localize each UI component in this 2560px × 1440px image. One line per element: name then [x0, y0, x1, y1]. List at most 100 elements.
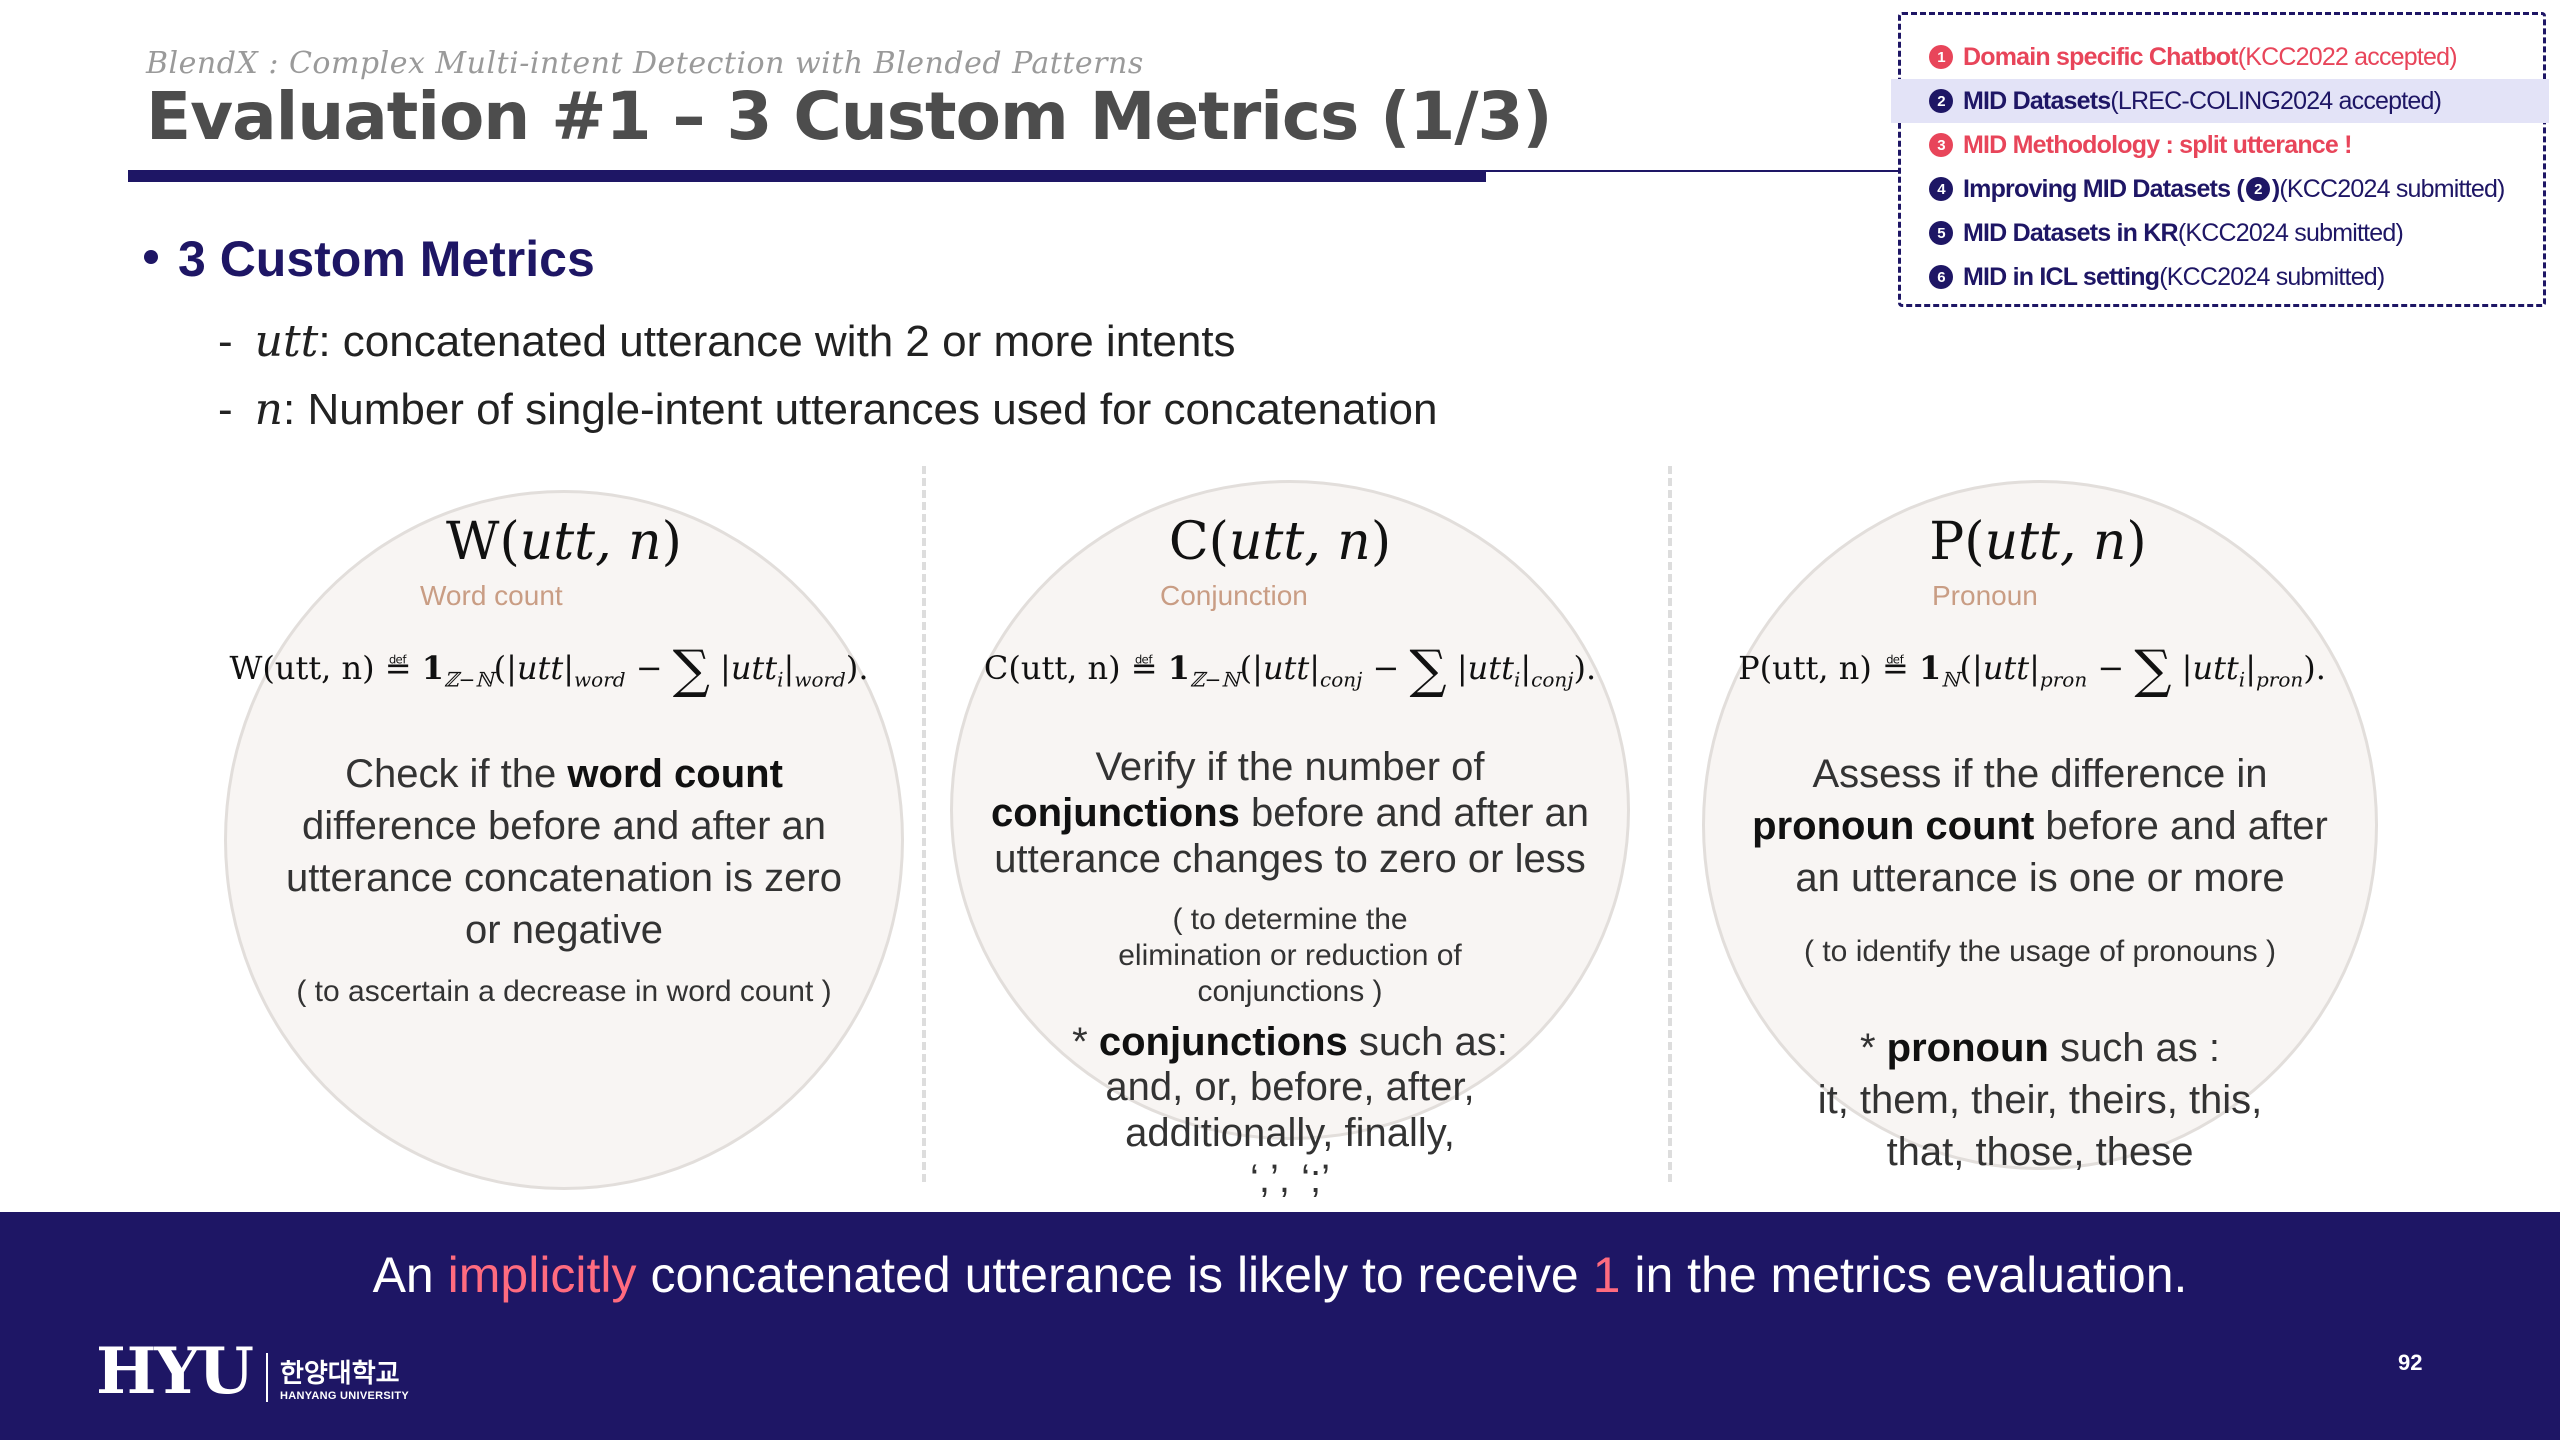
metric-note: ( to identify the usage of pronouns ) [1804, 935, 2276, 968]
metric-examples-list: and, or, before, after, additionally, fi… [1105, 1065, 1475, 1201]
metric-heading: W(utt, n) [446, 512, 682, 572]
toc-item-title: Domain specific Chatbot [1963, 42, 2239, 71]
footer-banner: An implicitly concatenated utterance is … [0, 1212, 2560, 1440]
footer-text: An [372, 1247, 448, 1303]
dash-marker: - [218, 385, 233, 434]
examples-text: such as : [2048, 1026, 2221, 1070]
footer-highlight: implicitly [447, 1247, 637, 1303]
formula-indicator-set: ℤ−ℕ [444, 667, 494, 692]
formula-subscript: word [574, 667, 626, 692]
bullet-heading: 3 Custom Metrics [144, 230, 595, 288]
logo-subtext: 한양대학교 HANYANG UNIVERSITY [265, 1353, 410, 1402]
metric-examples-label: * pronoun such as : [1700, 1022, 2380, 1074]
definition-n: - n: Number of single-intent utterances u… [218, 384, 1437, 435]
page-number: 92 [2398, 1350, 2423, 1375]
metric-tag: Pronoun [1932, 580, 2038, 611]
metric-examples-list: it, them, their, theirs, this, that, tho… [1817, 1078, 2263, 1174]
footer-text: in the metrics evaluation. [1620, 1247, 2188, 1303]
toc-item-note: (LREC-COLING2024 accepted) [2110, 86, 2442, 115]
card-background-circle [224, 490, 904, 1190]
title-underline [128, 170, 1486, 182]
toc-item-title: MID Datasets in KR [1963, 218, 2179, 247]
toc-item-title: MID Methodology : split utterance ! [1963, 130, 2352, 159]
logo-korean-name: 한양대학교 [279, 1358, 400, 1388]
toc-number-badge: 6 [1929, 265, 1953, 289]
toc-item-note: (KCC2022 accepted) [2237, 42, 2458, 71]
metric-card-pronoun: P(utt, n) Pronoun P(utt, n) ≝ 1ℕ(|utt|pr… [1690, 480, 2390, 1200]
formula-subscript: conj [1531, 667, 1574, 692]
table-of-contents: 1 Domain specific Chatbot (KCC2022 accep… [1891, 12, 2549, 307]
toc-item-3: 3 MID Methodology : split utterance ! [1901, 123, 2543, 167]
footer-text: concatenated utterance is likely to rece… [636, 1247, 1593, 1303]
metric-description: Verify if the number of conjunctions bef… [950, 744, 1630, 882]
toc-inline-reference-badge: 2 [2245, 177, 2270, 201]
metric-heading: P(utt, n) [1929, 512, 2147, 572]
description-text: before and after an utterance changes to… [994, 791, 1590, 881]
column-separator [1668, 466, 1672, 1182]
examples-prefix: * [1072, 1020, 1099, 1064]
metric-formula: C(utt, n) ≝ 1ℤ−ℕ(|utt|conj − ∑ |utti|con… [983, 640, 1597, 700]
description-text: Verify if the number of [1095, 745, 1485, 789]
variable-name: n [254, 384, 283, 435]
presentation-subtitle: BlendX : Complex Multi-intent Detection … [146, 46, 1144, 81]
metric-note: ( to ascertain a decrease in word count … [296, 975, 832, 1008]
metric-function-args: utt, n [1984, 512, 2127, 572]
examples-prefix: * [1859, 1026, 1887, 1070]
metric-description: Check if the word count difference befor… [224, 748, 904, 956]
logo-english-name: HANYANG UNIVERSITY [279, 1390, 410, 1402]
variable-name: utt [254, 316, 319, 367]
description-text: Assess if the difference in [1812, 752, 2268, 796]
definition-text: : concatenated utterance with 2 or more … [318, 317, 1236, 366]
metric-function-name: P [1929, 512, 1965, 572]
toc-item-6: 6 MID in ICL setting (KCC2024 submitted) [1901, 255, 2543, 299]
footer-message: An implicitly concatenated utterance is … [0, 1246, 2560, 1304]
metric-description: Assess if the difference in pronoun coun… [1700, 748, 2380, 904]
column-separator [922, 466, 926, 1182]
description-emphasis: pronoun count [1752, 804, 2035, 848]
formula-lhs: C(utt, n) [983, 649, 1121, 687]
slide-title: Evaluation #1 – 3 Custom Metrics (1/3) [146, 78, 1553, 155]
toc-number-badge: 1 [1929, 45, 1953, 69]
formula-indicator-set: ℕ [1941, 667, 1960, 692]
toc-item-5: 5 MID Datasets in KR (KCC2024 submitted) [1901, 211, 2543, 255]
toc-item-note: (KCC2024 submitted) [2279, 174, 2505, 203]
description-emphasis: word count [567, 752, 783, 796]
toc-item-1: 1 Domain specific Chatbot (KCC2022 accep… [1901, 35, 2543, 79]
description-text: before and after an utterance is one or … [1795, 804, 2328, 900]
metric-function-name: W [446, 512, 500, 572]
metric-tag: Word count [420, 580, 563, 611]
formula-lhs: P(utt, n) [1738, 649, 1872, 687]
examples-emphasis: conjunctions [1098, 1020, 1348, 1064]
metric-examples-label: * conjunctions such as: [950, 1016, 1630, 1068]
university-logo: HYU 한양대학교 HANYANG UNIVERSITY [96, 1334, 410, 1409]
definition-text: : Number of single-intent utterances use… [283, 385, 1438, 434]
toc-item-4: 4 Improving MID Datasets ( 2 ) (KCC2024 … [1901, 167, 2543, 211]
description-text: Check if the [345, 752, 568, 796]
metric-tag: Conjunction [1160, 580, 1308, 611]
toc-number-badge: 2 [1929, 89, 1953, 113]
examples-emphasis: pronoun [1886, 1026, 2049, 1070]
metric-function-args: utt, n [1228, 512, 1371, 572]
formula-subscript: pron [2039, 667, 2088, 692]
formula-subscript: pron [2255, 667, 2304, 692]
logo-wordmark: HYU [96, 1334, 254, 1409]
metric-formula: P(utt, n) ≝ 1ℕ(|utt|pron − ∑ |utti|pron)… [1738, 640, 2326, 700]
toc-connector-line [1486, 170, 1898, 172]
toc-number-badge: 4 [1929, 177, 1953, 201]
toc-item-title: MID Datasets [1963, 86, 2111, 115]
metric-card-word-count: W(utt, n) Word count W(utt, n) ≝ 1ℤ−ℕ(|u… [214, 480, 914, 1200]
bullet-dot-icon [144, 249, 158, 264]
toc-item-note: (KCC2024 submitted) [2177, 218, 2404, 247]
metric-note: ( to determine the elimination or reduct… [1118, 903, 1462, 1008]
formula-lhs: W(utt, n) [229, 649, 375, 687]
bullet-heading-text: 3 Custom Metrics [178, 231, 595, 287]
examples-text: such as: [1347, 1020, 1508, 1064]
formula-subscript: word [794, 667, 846, 692]
formula-indicator-set: ℤ−ℕ [1190, 667, 1240, 692]
toc-item-note: (KCC2024 submitted) [2159, 262, 2385, 291]
formula-subscript: conj [1320, 667, 1363, 692]
dash-marker: - [218, 317, 233, 366]
description-emphasis: conjunctions [990, 791, 1240, 835]
toc-item-title: Improving MID Datasets ( [1963, 174, 2245, 203]
toc-item-title-close: ) [2271, 174, 2280, 203]
